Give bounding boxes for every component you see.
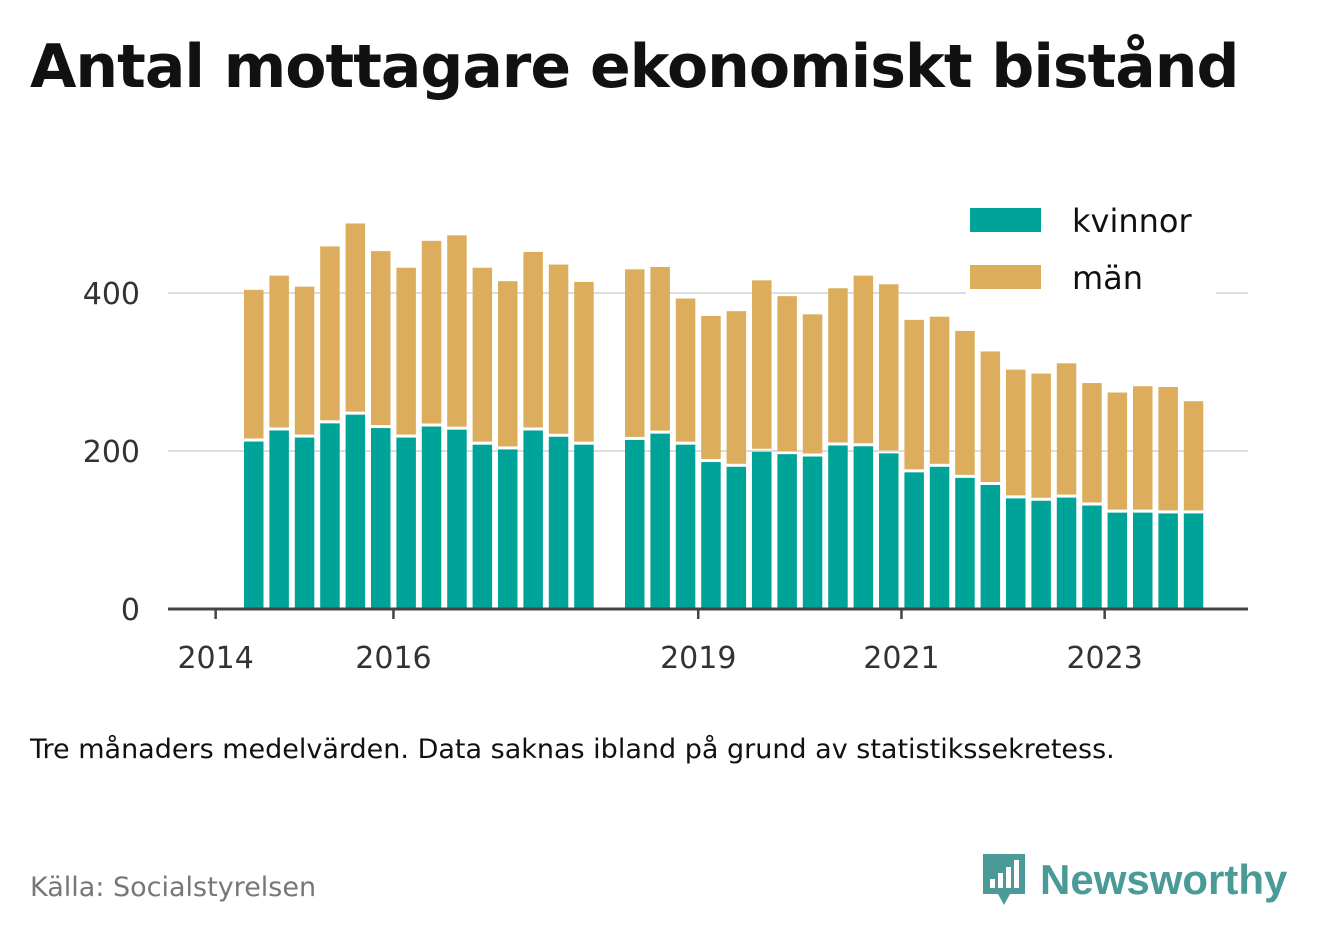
bar-man: [853, 275, 874, 444]
bar-man: [1158, 387, 1178, 511]
bar-man: [269, 275, 289, 428]
x-tick-label: 2021: [863, 641, 939, 676]
bar-kvinnor: [1006, 498, 1026, 609]
bar-man: [523, 251, 543, 428]
bar-kvinnor: [675, 444, 696, 609]
legend-swatch-kvinnor: [970, 208, 1041, 232]
bar-man: [1133, 386, 1153, 510]
bar-kvinnor: [625, 439, 645, 609]
bar-man: [879, 284, 899, 451]
bar-man: [447, 235, 467, 427]
bar-man: [675, 298, 696, 442]
bar-kvinnor: [244, 441, 264, 609]
bar-kvinnor: [726, 466, 747, 609]
legend-label: män: [1072, 259, 1143, 297]
bar-man: [625, 269, 645, 437]
bar-kvinnor: [777, 454, 797, 609]
bar-kvinnor: [1107, 512, 1128, 609]
bar-man: [777, 296, 797, 452]
bar-man: [1082, 383, 1102, 503]
bar-kvinnor: [1056, 497, 1077, 609]
bar-man: [1183, 401, 1204, 511]
bar-man: [955, 330, 975, 475]
bar-man: [1006, 369, 1026, 496]
x-tick-label: 2023: [1066, 641, 1142, 676]
bar-kvinnor: [396, 437, 416, 609]
bar-kvinnor: [904, 472, 924, 609]
bar-man: [1056, 363, 1077, 495]
bar-man: [980, 351, 1001, 482]
bar-man: [650, 266, 670, 431]
bar-kvinnor: [650, 433, 670, 609]
bar-kvinnor: [879, 453, 899, 609]
bar-kvinnor: [421, 426, 442, 609]
axes: 0 200 400 2014 2016 2019 2021 2023: [83, 277, 1248, 676]
bar-man: [396, 267, 416, 435]
stacked-bar-chart: 0 200 400 2014 2016 2019 2021 2023 kvinnor män: [83, 202, 1248, 676]
bar-man: [802, 314, 823, 454]
bar-man: [904, 319, 924, 470]
y-tick-label: 400: [83, 277, 140, 312]
bar-man: [752, 280, 772, 449]
bar-man: [421, 240, 442, 424]
bar-kvinnor: [1158, 513, 1178, 609]
bar-man: [548, 264, 569, 434]
bar-man: [244, 289, 264, 439]
legend: kvinnor män: [966, 202, 1216, 297]
bar-man: [726, 311, 747, 464]
bar-kvinnor: [371, 428, 391, 609]
bar-kvinnor: [320, 423, 340, 609]
bar-man: [1031, 373, 1051, 498]
bar-kvinnor: [523, 430, 543, 609]
bar-kvinnor: [1031, 500, 1051, 609]
legend-swatch-man: [970, 265, 1041, 289]
x-tick-label: 2019: [660, 641, 736, 676]
bar-kvinnor: [752, 451, 772, 609]
chart-title: Antal mottagare ekonomiskt bistånd: [30, 32, 1239, 102]
bar-kvinnor: [269, 430, 289, 609]
bar-man: [345, 223, 366, 412]
bar-kvinnor: [472, 444, 493, 609]
bar-kvinnor: [1133, 512, 1153, 609]
bar-kvinnor: [1183, 513, 1204, 609]
bar-kvinnor: [929, 466, 950, 609]
brand-logo: Newsworthy: [980, 850, 1287, 910]
chart-note: Tre månaders medelvärden. Data saknas ib…: [30, 734, 1115, 765]
bars: [244, 223, 1204, 609]
y-tick-label: 200: [83, 435, 140, 470]
bar-kvinnor: [574, 444, 594, 609]
bar-man: [294, 286, 315, 435]
bar-man: [320, 246, 340, 421]
legend-label: kvinnor: [1072, 202, 1193, 240]
bar-kvinnor: [548, 436, 569, 609]
bar-kvinnor: [294, 437, 315, 609]
bar-kvinnor: [1082, 505, 1102, 609]
bar-kvinnor: [980, 484, 1001, 609]
source-label: Källa: Socialstyrelsen: [30, 872, 317, 903]
x-tick-label: 2016: [355, 641, 431, 676]
bar-man: [828, 288, 848, 443]
bar-man: [1107, 392, 1128, 510]
bar-kvinnor: [828, 445, 848, 609]
bar-man: [701, 315, 721, 460]
bar-kvinnor: [701, 462, 721, 609]
bar-kvinnor: [955, 477, 975, 609]
bar-man: [472, 267, 493, 442]
bar-chart-speech-bubble-icon: [983, 854, 1025, 905]
bar-man: [371, 251, 391, 426]
y-tick-label: 0: [121, 593, 140, 628]
brand-name: Newsworthy: [1040, 856, 1288, 903]
bar-man: [574, 281, 594, 442]
bar-kvinnor: [802, 456, 823, 609]
bar-kvinnor: [853, 446, 874, 609]
bar-man: [929, 316, 950, 464]
bar-kvinnor: [447, 429, 467, 609]
bar-kvinnor: [345, 414, 366, 609]
bar-man: [498, 281, 518, 447]
bar-kvinnor: [498, 449, 518, 609]
x-tick-label: 2014: [177, 641, 253, 676]
